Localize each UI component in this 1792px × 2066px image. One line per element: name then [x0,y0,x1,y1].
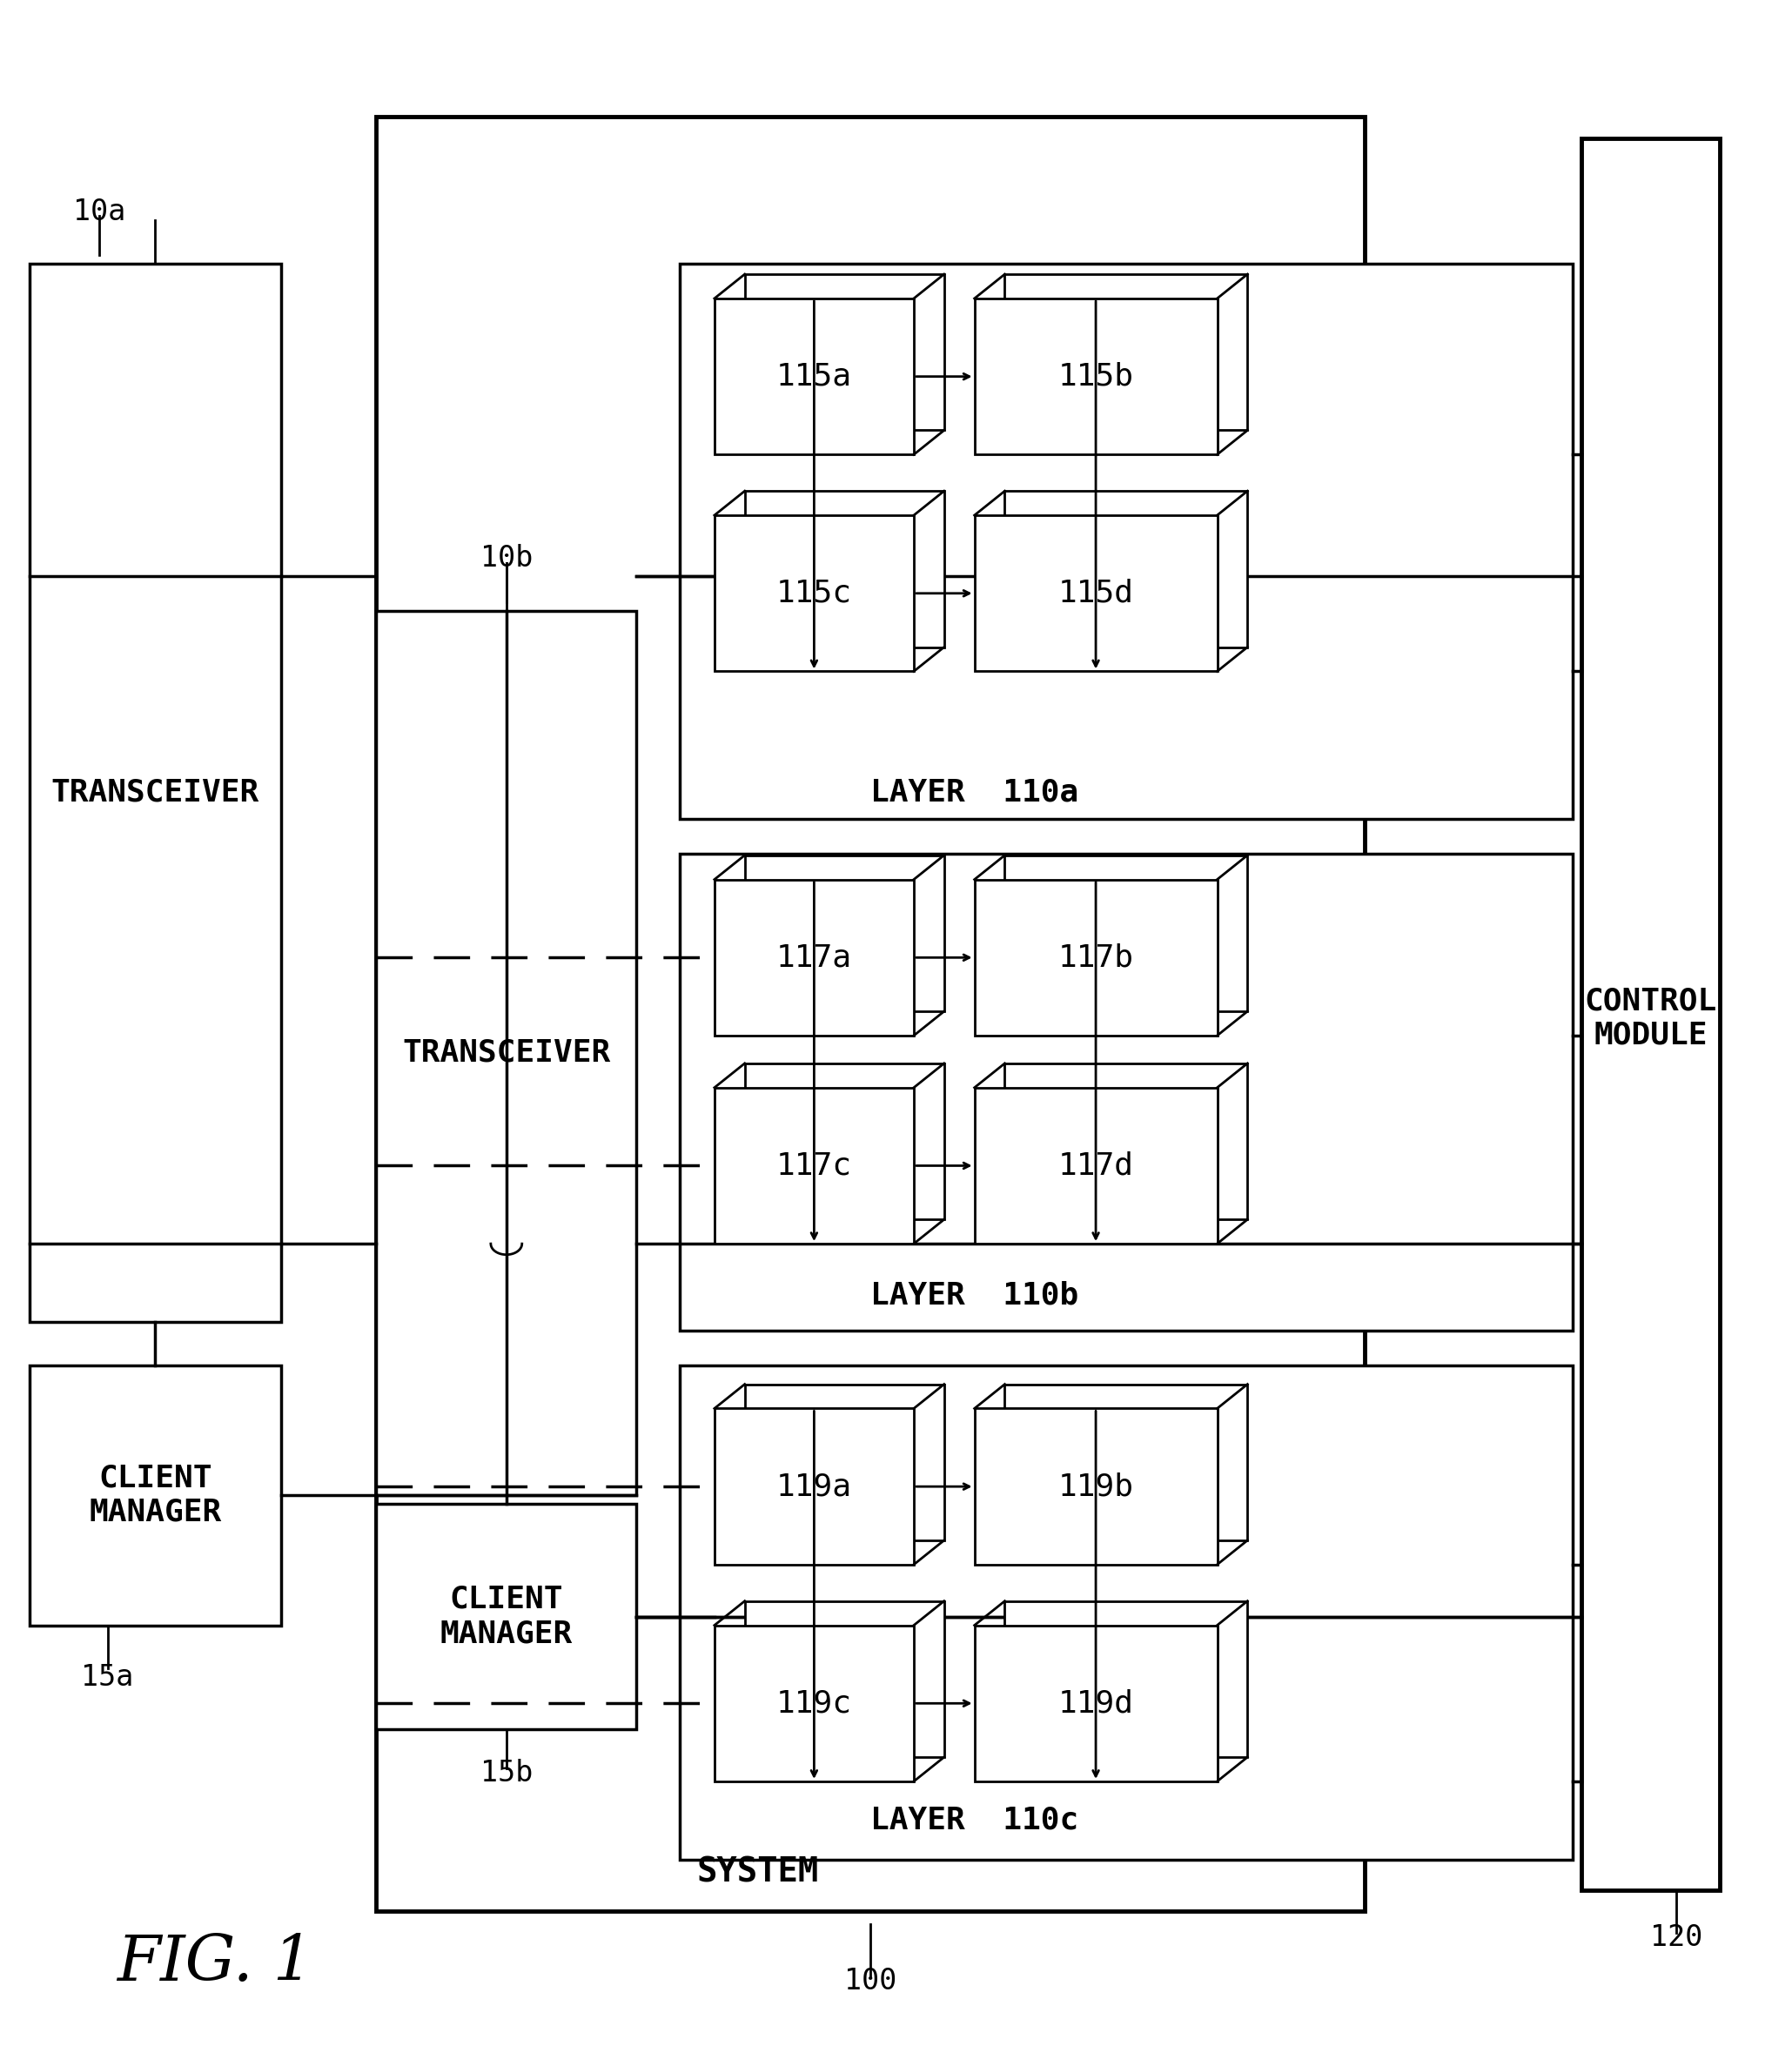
Bar [975,1626,1217,1781]
Bar [1005,275,1247,430]
Bar [715,1087,914,1244]
Text: CONTROL
MODULE: CONTROL MODULE [1584,985,1717,1050]
Text: 115b: 115b [1057,362,1134,390]
Text: 115d: 115d [1057,578,1134,607]
Bar [975,1409,1217,1564]
Bar [715,1626,914,1781]
Bar [715,1409,914,1564]
Bar [745,855,944,1012]
Bar [745,1384,944,1541]
Bar [1581,138,1720,1890]
Bar [679,1366,1573,1859]
Text: CLIENT
MANAGER: CLIENT MANAGER [90,1463,222,1527]
Bar [679,853,1573,1331]
Text: 10a: 10a [73,198,125,225]
Bar [1005,1064,1247,1219]
Bar [679,264,1573,818]
Text: 117c: 117c [776,1151,851,1180]
Bar [715,880,914,1035]
Bar [745,492,944,647]
Bar [975,298,1217,455]
Bar [975,514,1217,671]
Bar [30,1366,281,1626]
Bar [1005,1384,1247,1541]
Text: 119b: 119b [1057,1471,1134,1502]
Text: 100: 100 [844,1967,896,1996]
Bar [745,275,944,430]
Text: TRANSCEIVER: TRANSCEIVER [401,1037,611,1068]
Text: SYSTEM: SYSTEM [697,1855,819,1888]
Text: CLIENT
MANAGER: CLIENT MANAGER [441,1585,573,1649]
Bar [1005,1601,1247,1756]
Text: 115c: 115c [776,578,851,607]
Bar [30,264,281,1322]
Text: 119a: 119a [776,1471,851,1502]
Text: 120: 120 [1650,1923,1702,1952]
Bar [975,1087,1217,1244]
Text: 119c: 119c [776,1688,851,1719]
Bar [745,1064,944,1219]
Text: 10b: 10b [480,543,532,572]
Text: 119d: 119d [1057,1688,1134,1719]
Text: 117a: 117a [776,942,851,973]
Bar [1005,855,1247,1012]
Bar [376,612,636,1496]
Text: TRANSCEIVER: TRANSCEIVER [52,779,260,808]
Bar [745,1601,944,1756]
Text: LAYER  110c: LAYER 110c [871,1806,1079,1835]
Text: LAYER  110b: LAYER 110b [871,1281,1079,1310]
Text: 15b: 15b [480,1758,532,1787]
Text: LAYER  110a: LAYER 110a [871,779,1079,808]
Text: FIG. 1: FIG. 1 [116,1934,314,1994]
Bar [715,298,914,455]
Text: 115a: 115a [776,362,851,390]
Bar [376,116,1364,1911]
Bar [715,514,914,671]
Text: 117b: 117b [1057,942,1134,973]
Bar [1005,492,1247,647]
Text: 117d: 117d [1057,1151,1134,1180]
Bar [376,1504,636,1729]
Text: 15a: 15a [81,1663,134,1692]
Bar [975,880,1217,1035]
